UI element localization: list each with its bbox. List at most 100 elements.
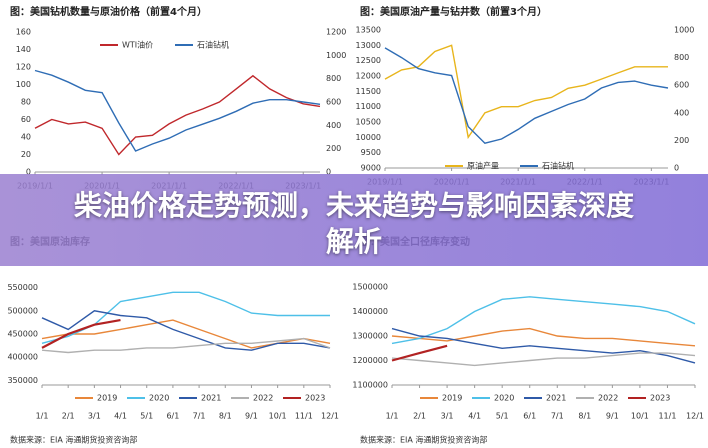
y2-tick-label: 1000: [674, 26, 694, 35]
legend-label: 石油钻机: [197, 40, 229, 50]
legend-label: 2020: [149, 394, 169, 403]
y-tick-label: 80: [21, 98, 31, 107]
y-tick-label: 10500: [356, 118, 381, 127]
x-tick-label: 11/1: [658, 412, 676, 421]
y2-tick-label: 600: [326, 98, 341, 107]
x-tick-label: 8/1: [578, 412, 591, 421]
x-tick-label: 7/1: [551, 412, 564, 421]
series-line: [41, 310, 331, 351]
y2-tick-label: 800: [326, 74, 341, 83]
x-tick-label: 6/1: [166, 412, 179, 421]
y2-tick-label: 1000: [326, 51, 346, 60]
legend-label: 2019: [442, 394, 462, 403]
y-tick-label: 1200000: [352, 356, 388, 365]
series-line: [391, 327, 696, 347]
series-line: [34, 69, 321, 152]
legend-label: 2021: [201, 394, 221, 403]
y-tick-label: 40: [21, 133, 31, 142]
y2-tick-label: 1200: [326, 28, 346, 37]
x-tick-label: 7/1: [193, 412, 206, 421]
y-tick-label: 120: [16, 63, 31, 72]
legend-label: 原油产量: [467, 161, 499, 171]
y-tick-label: 12500: [356, 56, 381, 65]
y2-tick-label: 200: [674, 136, 689, 145]
legend-label: 2020: [494, 394, 514, 403]
y-tick-label: 10000: [356, 133, 381, 142]
series-line: [391, 352, 696, 367]
y-tick-label: 13000: [356, 41, 381, 50]
y-tick-label: 9500: [361, 148, 381, 157]
x-tick-label: 3/1: [88, 412, 101, 421]
y2-tick-label: 800: [674, 53, 689, 62]
y-tick-label: 12000: [356, 72, 381, 81]
series-line: [41, 319, 331, 349]
x-tick-label: 1/1: [36, 412, 49, 421]
legend-label: 2021: [546, 394, 566, 403]
y-tick-label: 400000: [7, 353, 38, 362]
chart-title: 图：美国钻机数量与原油价格（前置4个月）: [10, 5, 207, 18]
x-tick-label: 12/1: [686, 412, 704, 421]
x-tick-label: 10/1: [631, 412, 649, 421]
legend-label: 2022: [253, 394, 273, 403]
series-line: [391, 327, 696, 364]
x-tick-label: 9/1: [245, 412, 258, 421]
banner-band: [0, 174, 708, 266]
y-tick-label: 11500: [356, 87, 381, 96]
series-line: [41, 337, 331, 354]
x-tick-label: 4/1: [114, 412, 127, 421]
series-line: [41, 319, 121, 349]
source-note: 数据来源：EIA 海通期货投资咨询部: [10, 435, 137, 445]
y-tick-label: 1100000: [352, 381, 388, 390]
x-tick-label: 5/1: [140, 412, 153, 421]
y-tick-label: 0: [26, 168, 31, 177]
series-line: [391, 344, 448, 362]
x-tick-label: 5/1: [496, 412, 509, 421]
legend-label: 石油钻机: [542, 161, 574, 171]
y-tick-label: 500000: [7, 306, 38, 315]
legend-label: 2023: [650, 394, 670, 403]
y2-tick-label: 200: [326, 144, 341, 153]
x-tick-label: 6/1: [523, 412, 536, 421]
y-tick-label: 1300000: [352, 332, 388, 341]
series-line: [384, 47, 669, 144]
y-tick-label: 160: [16, 28, 31, 37]
y-tick-label: 60: [21, 115, 31, 124]
banner-title: 柴油价格走势预测，未来趋势与影响因素深度解析: [73, 189, 634, 258]
x-tick-label: 1/1: [386, 412, 399, 421]
y-tick-label: 11000: [356, 102, 381, 111]
y2-tick-label: 0: [674, 164, 679, 173]
chart-title: 图：美国原油产量与钻井数（前置3个月）: [360, 5, 547, 18]
x-tick-label: 8/1: [219, 412, 232, 421]
y-tick-label: 550000: [7, 283, 38, 292]
y-tick-label: 1400000: [352, 307, 388, 316]
y-tick-label: 1500000: [352, 283, 388, 292]
x-tick-label: 11/1: [295, 412, 313, 421]
x-tick-label: 12/1: [321, 412, 339, 421]
legend-label: WTI油价: [122, 40, 153, 50]
series-line: [384, 44, 668, 140]
y-tick-label: 100: [16, 80, 31, 89]
y-tick-label: 140: [16, 45, 31, 54]
x-tick-label: 4/1: [468, 412, 481, 421]
x-tick-label: 10/1: [269, 412, 287, 421]
x-tick-label: 9/1: [606, 412, 619, 421]
y-tick-label: 20: [21, 150, 31, 159]
y-tick-label: 9000: [361, 164, 381, 173]
series-line: [391, 296, 696, 345]
legend-label: 2019: [97, 394, 117, 403]
x-tick-label: 2/1: [62, 412, 75, 421]
y-tick-label: 450000: [7, 330, 38, 339]
y2-tick-label: 0: [326, 168, 331, 177]
x-tick-label: 3/1: [441, 412, 454, 421]
legend-label: 2023: [305, 394, 325, 403]
source-note: 数据来源：EIA 海通期货投资咨询部: [360, 435, 487, 445]
legend-label: 2022: [598, 394, 618, 403]
y-tick-label: 350000: [7, 376, 38, 385]
y2-tick-label: 600: [674, 81, 689, 90]
y-tick-label: 13500: [356, 26, 381, 35]
series-line: [34, 74, 321, 156]
x-tick-label: 2/1: [413, 412, 426, 421]
y2-tick-label: 400: [674, 108, 689, 117]
